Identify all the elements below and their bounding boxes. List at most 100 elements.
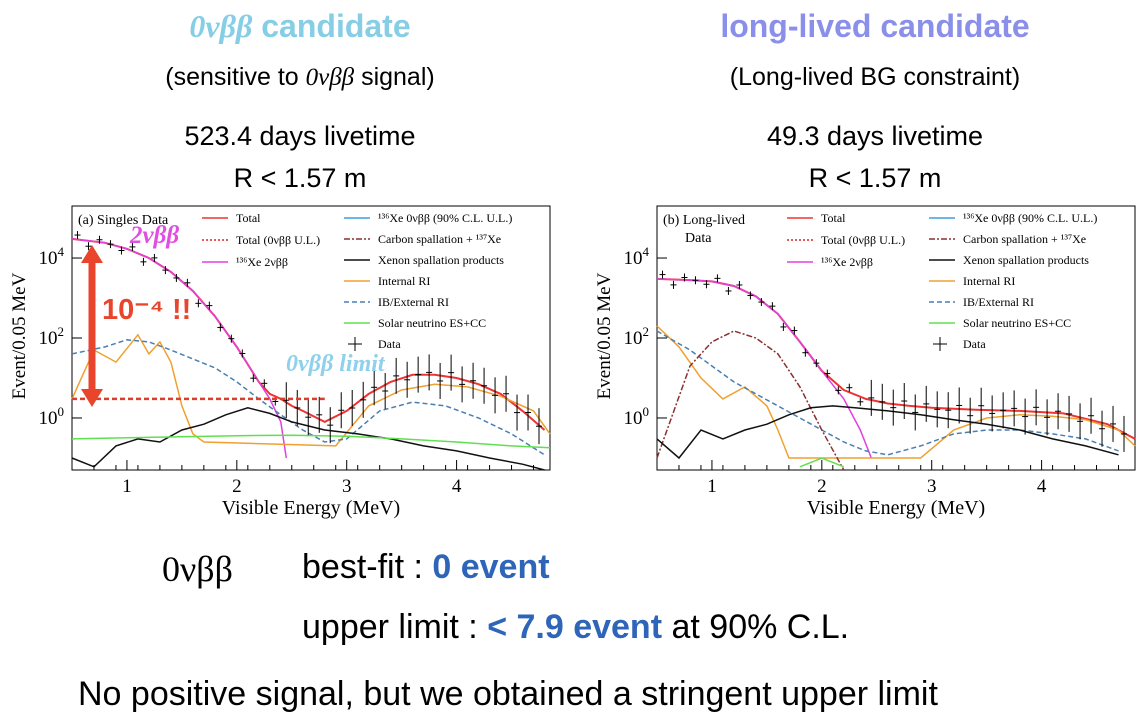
left-legend: Total Total (0νββ U.L.) ¹³⁶Xe 2νββ ¹³⁶Xe 0ν… bbox=[202, 211, 512, 351]
left-xtick-label: 1 bbox=[122, 476, 132, 497]
left-xtick-label: 3 bbox=[342, 476, 352, 497]
left-data-point bbox=[129, 242, 136, 251]
right-legend-item: ¹³⁶Xe 2νββ bbox=[821, 255, 873, 269]
left-data-point bbox=[448, 354, 455, 391]
left-data-point bbox=[404, 361, 411, 398]
right-xtick-label: 4 bbox=[1037, 476, 1047, 497]
left-data-point bbox=[305, 399, 312, 436]
right-ytick-label: 104 bbox=[624, 244, 650, 269]
right-data-point bbox=[912, 394, 919, 431]
summary-conclusion: No positive signal, but we obtained a st… bbox=[78, 675, 938, 713]
left-ytick-label: 102 bbox=[39, 324, 65, 349]
left-data-point bbox=[85, 242, 92, 251]
summary-label: 0νββ bbox=[162, 549, 233, 589]
right-data-point bbox=[1077, 403, 1084, 440]
right-legend-item: Carbon spallation + ¹³⁷Xe bbox=[963, 232, 1086, 246]
left-data-point bbox=[393, 357, 400, 394]
left-data-point bbox=[184, 278, 191, 287]
upper-limit-value: < 7.9 event bbox=[487, 608, 663, 646]
left-legend-item: Carbon spallation + ¹³⁷Xe bbox=[378, 232, 501, 246]
left-data-point bbox=[492, 377, 499, 414]
left-data-point bbox=[294, 389, 301, 426]
right-plot-area bbox=[656, 270, 1136, 471]
left-data-point bbox=[228, 334, 235, 343]
right-data-point bbox=[1110, 405, 1117, 442]
right-data-point bbox=[835, 386, 842, 395]
right-data-point bbox=[989, 395, 996, 432]
two-nu-label: 2νββ bbox=[130, 222, 180, 249]
right-data-point bbox=[1044, 399, 1051, 436]
right-radius: R < 1.57 m bbox=[808, 163, 942, 193]
right-data-point bbox=[934, 391, 941, 428]
right-series-6 bbox=[799, 457, 845, 468]
left-data-point bbox=[173, 273, 180, 282]
left-data-point bbox=[217, 323, 224, 332]
right-data-point bbox=[1033, 389, 1040, 426]
right-data-point bbox=[901, 383, 908, 420]
right-ytick-label: 102 bbox=[624, 324, 650, 349]
left-data-point bbox=[481, 367, 488, 404]
left-data-point bbox=[371, 369, 378, 406]
left-data-point bbox=[206, 301, 213, 310]
ratio-label: 10⁻⁴ !! bbox=[102, 294, 192, 326]
right-data-point bbox=[747, 291, 754, 300]
left-radius: R < 1.57 m bbox=[233, 163, 367, 193]
left-series-1 bbox=[71, 238, 288, 459]
left-data-point bbox=[250, 374, 257, 383]
right-data-point bbox=[1066, 395, 1073, 432]
right-xtick-label: 2 bbox=[817, 476, 827, 497]
right-legend-item: ¹³⁶Xe 0νββ (90% C.L. U.L.) bbox=[963, 211, 1097, 225]
right-data-point bbox=[945, 392, 952, 429]
right-legend-item: Internal RI bbox=[963, 274, 1015, 288]
left-data-point bbox=[118, 246, 125, 255]
left-title-suffix: candidate bbox=[252, 8, 411, 44]
left-legend-item: Internal RI bbox=[378, 274, 430, 288]
right-data-point bbox=[868, 379, 875, 416]
chart-left: (a) Singles Data Total Total (0νββ U.L.) ¹… bbox=[9, 205, 551, 519]
left-data-point bbox=[525, 394, 532, 431]
right-title: long-lived candidate bbox=[720, 8, 1030, 44]
right-data-point bbox=[857, 397, 864, 406]
right-legend-item: Xenon spallation products bbox=[963, 253, 1089, 267]
right-data-point bbox=[769, 302, 776, 311]
left-data-point bbox=[437, 362, 444, 399]
right-legend-item: Solar neutrino ES+CC bbox=[963, 316, 1071, 330]
right-data-point bbox=[736, 280, 743, 289]
left-ytick-label: 104 bbox=[39, 244, 65, 269]
right-legend-item: Total (0νββ U.L.) bbox=[821, 233, 905, 247]
right-legend: Total Total (0νββ U.L.) ¹³⁶Xe 2νββ ¹³⁶Xe 0ν… bbox=[787, 211, 1097, 351]
right-legend-item: IB/External RI bbox=[963, 295, 1034, 309]
left-data-point bbox=[426, 354, 433, 391]
right-legend-item: Total bbox=[821, 211, 846, 225]
left-data-point bbox=[107, 240, 114, 249]
right-series-2 bbox=[656, 325, 1136, 459]
right-data-point bbox=[791, 326, 798, 335]
left-data-point bbox=[195, 299, 202, 308]
right-legend-item: Data bbox=[963, 337, 986, 351]
left-title-greek: 0νββ bbox=[189, 8, 253, 44]
left-axes: 1 2 3 4 100 102 104 bbox=[39, 244, 535, 497]
left-title: 0νββ candidate bbox=[30, 8, 570, 45]
right-series-1 bbox=[656, 278, 872, 459]
right-series-4 bbox=[656, 330, 845, 471]
summary-bestfit: best-fit : 0 event bbox=[302, 548, 550, 586]
left-data-point bbox=[459, 366, 466, 403]
right-data-point bbox=[659, 270, 666, 279]
right-data-point bbox=[824, 369, 831, 378]
right-subtitle: (Long-lived BG constraint) bbox=[729, 63, 1021, 91]
left-data-point bbox=[140, 257, 147, 266]
left-data-point bbox=[382, 372, 389, 409]
right-data-point bbox=[681, 273, 688, 282]
right-data-point bbox=[725, 286, 732, 295]
left-legend-item: ¹³⁶Xe 0νββ (90% C.L. U.L.) bbox=[378, 211, 512, 225]
left-legend-item: Total (0νββ U.L.) bbox=[236, 233, 320, 247]
right-xtick-label: 1 bbox=[707, 476, 717, 497]
left-legend-item: Total bbox=[236, 211, 261, 225]
left-data-point bbox=[74, 231, 81, 240]
right-data-point bbox=[956, 387, 963, 424]
left-subtitle: (sensitive to 0νββ signal) bbox=[165, 63, 435, 91]
right-panel-label-line2: Data bbox=[685, 231, 712, 246]
left-data-point bbox=[503, 375, 510, 412]
right-data-point bbox=[846, 383, 853, 392]
left-data-point bbox=[316, 396, 323, 433]
